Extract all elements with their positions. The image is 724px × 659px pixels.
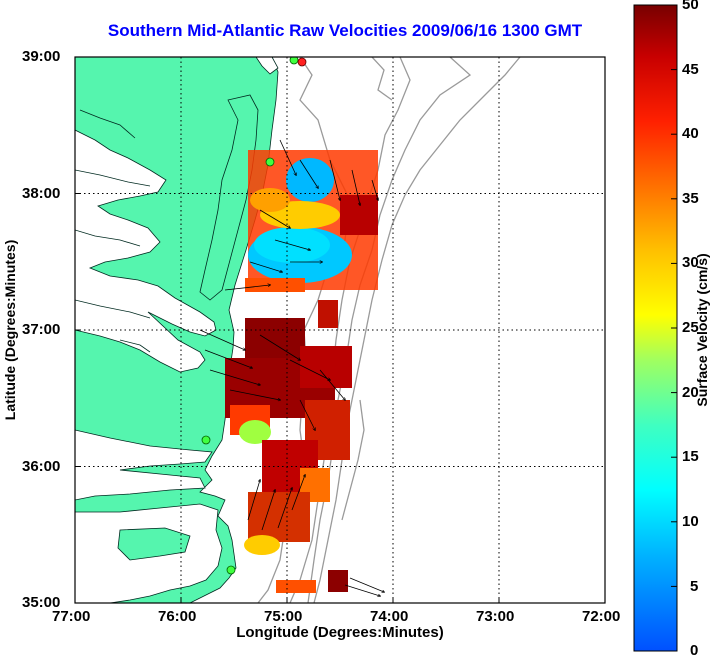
x-tick-label: 74:00: [370, 608, 409, 625]
colorbar-tick-label: 50: [682, 0, 699, 13]
x-tick-label: 76:00: [158, 608, 197, 625]
x-tick-label: 75:00: [264, 608, 303, 625]
colorbar-tick-label: 40: [682, 125, 699, 142]
velocity-vectors: [199, 139, 384, 596]
colorbar-tick-label: 15: [682, 448, 699, 465]
y-tick-label: 38:00: [22, 185, 61, 202]
colorbar-tick-label: 25: [682, 319, 699, 336]
y-tick-label: 39:00: [22, 48, 61, 65]
map-title: Southern Mid-Atlantic Raw Velocities 200…: [107, 21, 583, 40]
y-tick-label: 37:00: [22, 321, 61, 338]
x-tick-label: 72:00: [582, 608, 621, 625]
x-tick-label: 73:00: [476, 608, 515, 625]
axis-ticks: [74, 56, 606, 603]
colorbar-tick-label: 0: [690, 642, 699, 659]
colorbar-tick-label: 10: [682, 513, 699, 530]
colorbar: [633, 4, 678, 652]
y-axis-label: Latitude (Degrees:Minutes): [2, 239, 18, 421]
colorbar-ticks: [671, 4, 677, 587]
velocity-field: [225, 150, 378, 593]
station-markers: [201, 57, 307, 575]
colorbar-label: Surface Velocity (cm/s): [694, 253, 710, 407]
colorbar-tick-label: 45: [682, 61, 699, 78]
river-lines: [75, 109, 151, 353]
albemarle-sound: [75, 429, 213, 501]
colorbar-tick-label: 20: [682, 384, 699, 401]
chesapeake-bay: [75, 129, 217, 373]
delmarva-shore: [199, 94, 259, 301]
delaware-bay: [255, 57, 279, 75]
y-tick-label: 35:00: [22, 594, 61, 611]
x-axis-label: Longitude (Degrees:Minutes): [236, 624, 444, 641]
colorbar-tick-label: 5: [690, 578, 699, 595]
grid-lines: [75, 57, 605, 603]
colorbar-tick-label: 35: [682, 190, 699, 207]
x-tick-label: 77:00: [52, 608, 91, 625]
colorbar-tick-label: 30: [682, 254, 699, 271]
y-tick-label: 36:00: [22, 458, 61, 475]
pamlico-island: [117, 527, 191, 561]
